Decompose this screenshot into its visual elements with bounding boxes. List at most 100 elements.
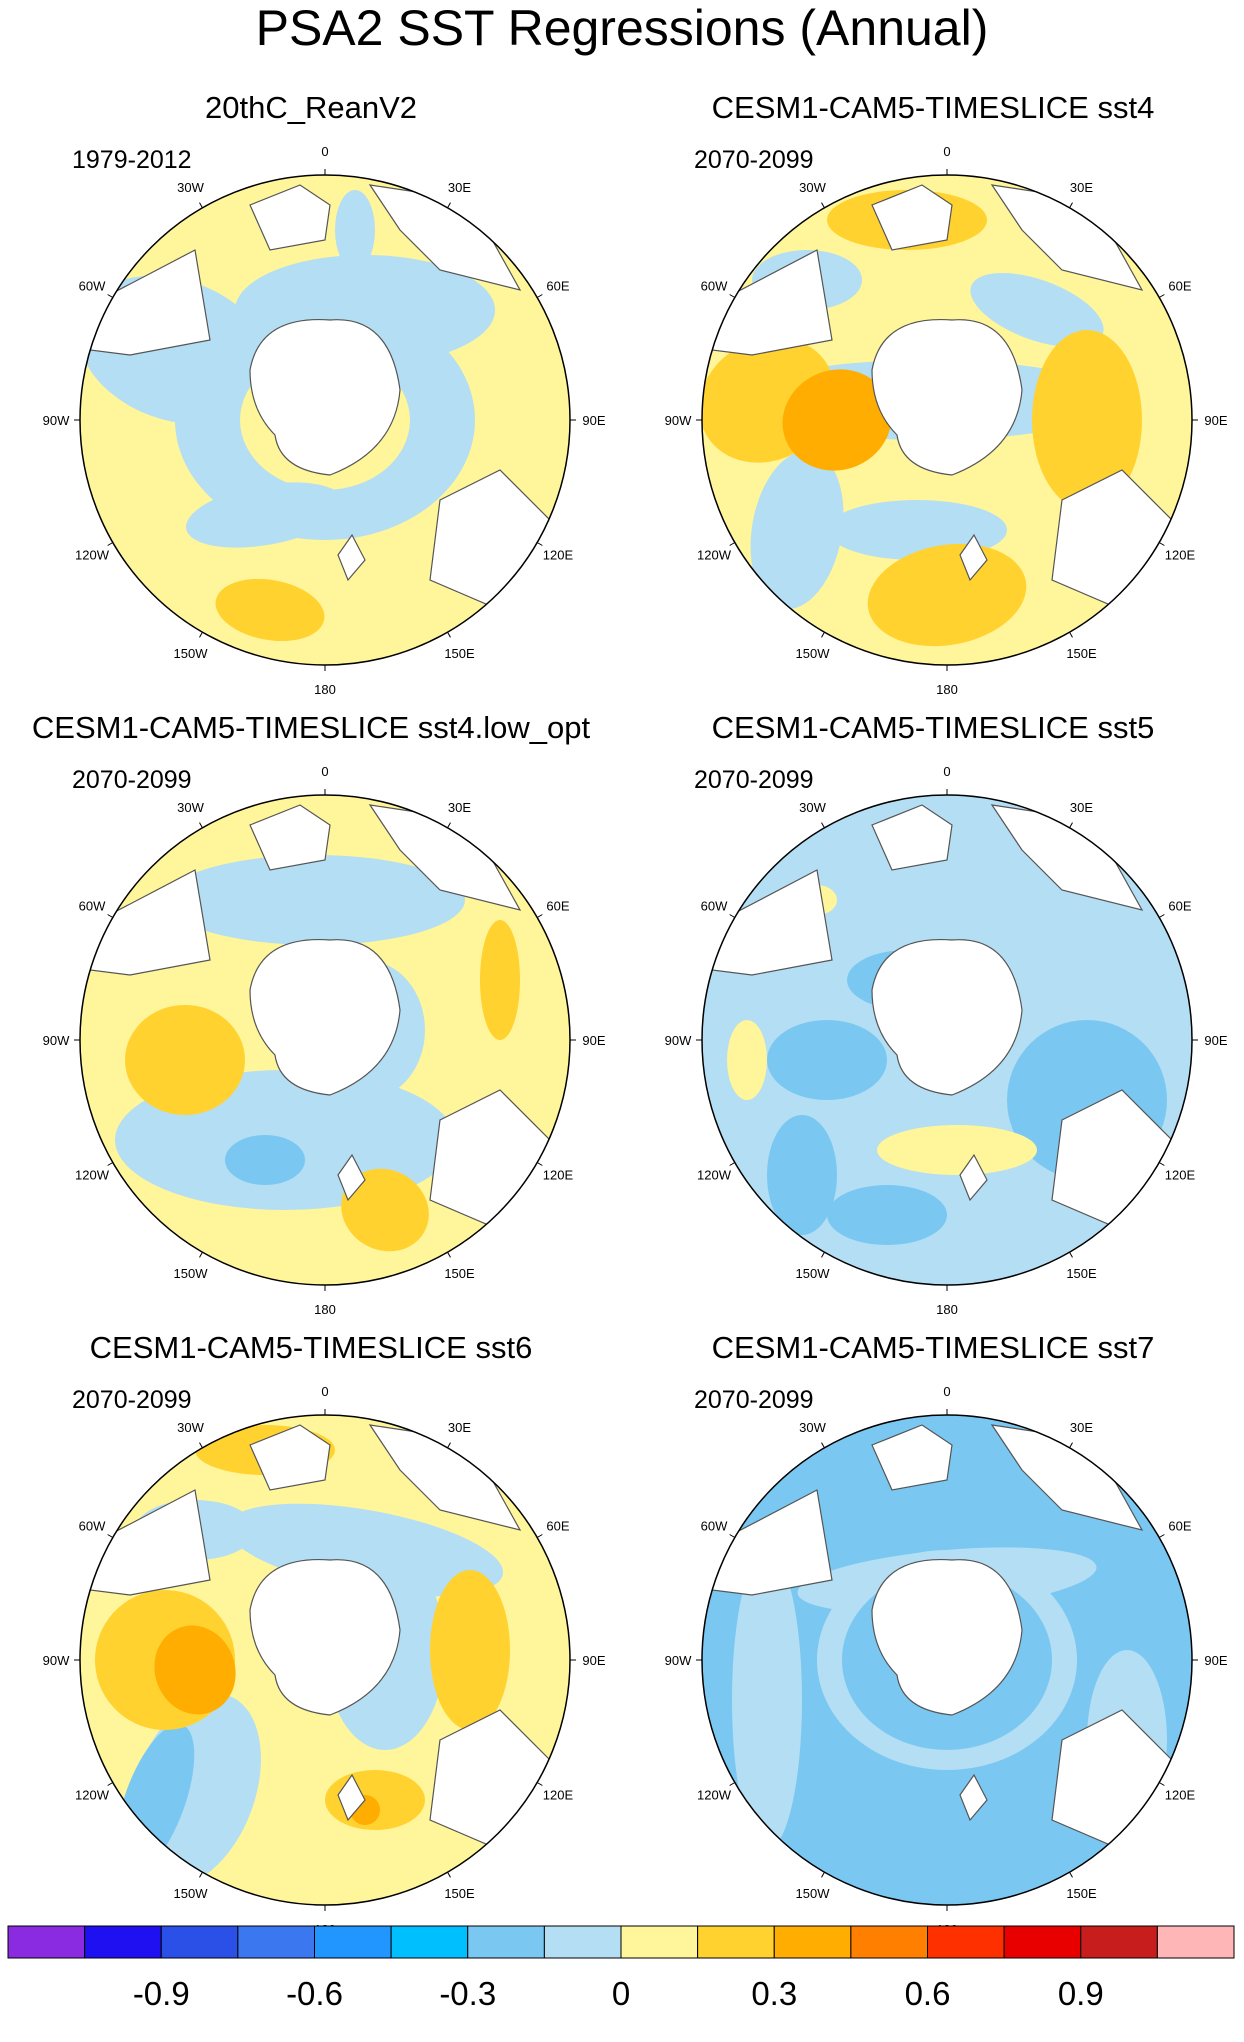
sst-contour-region (430, 1570, 510, 1730)
panel-period: 2070-2099 (72, 1386, 192, 1414)
longitude-label: 150E (444, 646, 475, 661)
longitude-tick (108, 543, 113, 546)
colorbar-swatch (161, 1926, 238, 1958)
longitude-label: 60W (701, 1519, 728, 1534)
longitude-label: 30E (1070, 1420, 1093, 1435)
longitude-label: 30W (799, 1420, 826, 1435)
panel-period: 2070-2099 (72, 766, 192, 794)
panel-title: CESM1-CAM5-TIMESLICE sst6 (0, 1330, 622, 1366)
panel-title: 20thC_ReanV2 (0, 90, 622, 126)
longitude-label: 120E (543, 548, 574, 563)
longitude-label: 120E (543, 1168, 574, 1183)
sst-contour-region (877, 1125, 1037, 1175)
colorbar-swatch (928, 1926, 1005, 1958)
colorbar-tick-label: -0.9 (133, 1975, 190, 2013)
colorbar-swatch (85, 1926, 162, 1958)
longitude-label: 120E (543, 1788, 574, 1803)
longitude-label: 150W (796, 646, 831, 661)
colorbar-tick-label: 0.3 (751, 1975, 797, 2013)
longitude-label: 180 (314, 1302, 336, 1317)
longitude-tick (1159, 295, 1164, 298)
longitude-tick (200, 203, 203, 208)
longitude-label: 90E (1204, 1653, 1227, 1668)
longitude-tick (448, 1443, 451, 1448)
sst-contour-region (225, 1135, 305, 1185)
sst-contour-region (767, 1020, 887, 1100)
longitude-label: 60W (79, 899, 106, 914)
longitude-tick (730, 1535, 735, 1538)
longitude-label: 150E (444, 1266, 475, 1281)
longitude-label: 60W (79, 1519, 106, 1534)
longitude-label: 150E (1066, 1266, 1097, 1281)
longitude-label: 150W (174, 1886, 209, 1901)
panel-period: 1979-2012 (72, 146, 192, 174)
longitude-label: 60W (79, 279, 106, 294)
longitude-label: 30E (448, 180, 471, 195)
longitude-tick (822, 823, 825, 828)
colorbar-swatch (851, 1926, 928, 1958)
longitude-label: 120W (75, 1788, 110, 1803)
panel-title: CESM1-CAM5-TIMESLICE sst5 (622, 710, 1244, 746)
longitude-tick (1070, 1252, 1073, 1257)
longitude-tick (108, 1783, 113, 1786)
longitude-tick (537, 1163, 542, 1166)
longitude-label: 120W (697, 548, 732, 563)
longitude-label: 150E (1066, 1886, 1097, 1901)
longitude-tick (1070, 1872, 1073, 1877)
longitude-tick (200, 632, 203, 637)
sst-contour-region (125, 1005, 245, 1115)
longitude-label: 60W (701, 899, 728, 914)
longitude-label: 30E (1070, 800, 1093, 815)
panel-period: 2070-2099 (694, 1386, 814, 1414)
longitude-label: 60E (546, 1519, 569, 1534)
longitude-label: 120E (1165, 548, 1196, 563)
longitude-label: 60W (701, 279, 728, 294)
longitude-label: 120E (1165, 1788, 1196, 1803)
colorbar-tick-label: -0.3 (439, 1975, 496, 2013)
longitude-label: 30W (799, 800, 826, 815)
panel-period: 2070-2099 (694, 146, 814, 174)
colorbar-swatch (1157, 1926, 1234, 1958)
longitude-label: 120W (697, 1168, 732, 1183)
longitude-label: 150E (444, 1886, 475, 1901)
longitude-label: 150W (174, 646, 209, 661)
longitude-label: 90W (43, 413, 70, 428)
sst-contour-region (480, 920, 520, 1040)
longitude-label: 180 (936, 1302, 958, 1317)
colorbar-swatch (544, 1926, 621, 1958)
longitude-tick (822, 203, 825, 208)
colorbar-swatch (391, 1926, 468, 1958)
colorbar-swatch (774, 1926, 851, 1958)
longitude-label: 90E (1204, 1033, 1227, 1048)
longitude-tick (1159, 1535, 1164, 1538)
longitude-label: 0 (943, 1384, 950, 1399)
longitude-label: 90W (665, 1653, 692, 1668)
longitude-label: 120W (697, 1788, 732, 1803)
longitude-label: 30W (799, 180, 826, 195)
longitude-label: 0 (321, 144, 328, 159)
longitude-tick (108, 295, 113, 298)
colorbar-swatch (698, 1926, 775, 1958)
longitude-tick (448, 1252, 451, 1257)
longitude-tick (200, 1443, 203, 1448)
longitude-tick (1070, 203, 1073, 208)
longitude-label: 150E (1066, 646, 1097, 661)
longitude-tick (537, 915, 542, 918)
longitude-label: 90W (665, 413, 692, 428)
longitude-tick (448, 823, 451, 828)
colorbar-tick-label: 0.6 (905, 1975, 951, 2013)
longitude-label: 30W (177, 1420, 204, 1435)
longitude-tick (822, 1872, 825, 1877)
longitude-label: 150W (796, 1886, 831, 1901)
longitude-tick (730, 915, 735, 918)
longitude-label: 30E (448, 800, 471, 815)
longitude-label: 120W (75, 548, 110, 563)
colorbar-swatch (621, 1926, 698, 1958)
colorbar-tick-label: 0 (612, 1975, 630, 2013)
longitude-tick (108, 1535, 113, 1538)
colorbar-tick-label: -0.6 (286, 1975, 343, 2013)
longitude-tick (108, 1163, 113, 1166)
